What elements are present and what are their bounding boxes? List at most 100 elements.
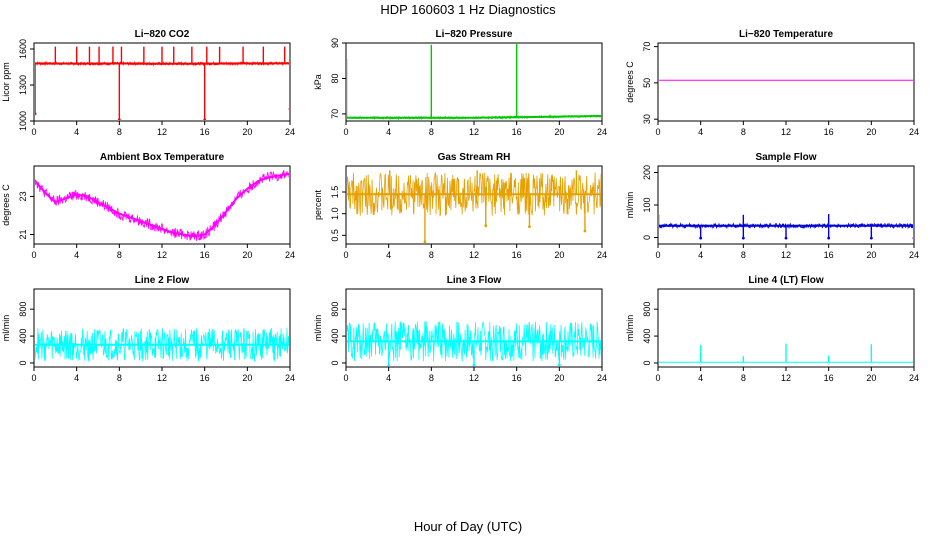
x-tick-label: 8 xyxy=(117,250,122,260)
y-tick-label: 23 xyxy=(18,191,28,201)
x-tick-label: 16 xyxy=(512,373,522,383)
series-noise xyxy=(35,170,289,241)
x-tick-label: 0 xyxy=(343,127,348,137)
y-tick-label: 80 xyxy=(330,73,340,83)
series-dip-point xyxy=(912,237,913,240)
x-tick-label: 8 xyxy=(741,127,746,137)
y-axis-label: ml/min xyxy=(313,315,323,342)
x-tick-label: 16 xyxy=(200,250,210,260)
series-line xyxy=(347,115,601,119)
y-tick-label: 800 xyxy=(642,302,652,317)
x-tick-label: 4 xyxy=(74,127,79,137)
panel-4: Gas Stream RH percent 0 4 8 12 16 20 24 0.5 1.0 1.5 xyxy=(313,152,607,260)
y-tick-label: 1000 xyxy=(18,111,28,131)
y-axis-label: kPa xyxy=(313,74,323,90)
panel-6: Line 2 Flow ml/min 0 4 8 12 16 20 24 0 400 800 xyxy=(1,275,295,383)
figure-xlabel: Hour of Day (UTC) xyxy=(414,519,522,534)
y-tick-label: 0 xyxy=(330,360,340,365)
series-dip-point xyxy=(869,236,873,240)
x-tick-label: 0 xyxy=(655,127,660,137)
y-axis-label: ml/min xyxy=(625,315,635,342)
x-tick-label: 4 xyxy=(698,250,703,260)
x-tick-label: 24 xyxy=(909,250,919,260)
x-tick-label: 20 xyxy=(866,250,876,260)
x-tick-label: 20 xyxy=(554,373,564,383)
y-tick-label: 200 xyxy=(642,165,652,180)
plot-frame xyxy=(33,165,291,245)
panel-0: Li−820 CO2 Licor ppm 0 4 8 12 16 20 24 1000 1300 16… xyxy=(1,29,295,137)
x-tick-label: 16 xyxy=(824,250,834,260)
y-tick-label: 800 xyxy=(18,302,28,317)
x-tick-label: 20 xyxy=(242,250,252,260)
x-tick-label: 20 xyxy=(242,373,252,383)
plot-frame xyxy=(345,42,603,122)
y-axis-label: degrees C xyxy=(1,184,11,226)
data-series xyxy=(347,44,601,120)
data-series xyxy=(347,321,601,366)
y-tick-label: 0 xyxy=(642,360,652,365)
panel-2: Li−820 Temperature degrees C 0 4 8 12 16 20 24 30… xyxy=(625,29,919,137)
x-tick-label: 24 xyxy=(285,250,295,260)
series-line xyxy=(35,172,289,238)
panel-1: Li−820 Pressure kPa 0 4 8 12 16 20 24 70 80 90 xyxy=(313,29,607,137)
y-axis-label: Licor ppm xyxy=(1,62,11,102)
data-series xyxy=(35,327,289,362)
series-dip-point xyxy=(117,118,121,120)
y-axis-label: ml/min xyxy=(625,192,635,219)
panel-8: Line 4 (LT) Flow ml/min 0 4 8 12 16 20 24 0 400 800 xyxy=(625,275,919,383)
x-tick-label: 20 xyxy=(554,127,564,137)
x-tick-label: 8 xyxy=(429,373,434,383)
series-dip-point xyxy=(528,225,531,229)
x-tick-label: 16 xyxy=(512,127,522,137)
x-tick-label: 12 xyxy=(157,373,167,383)
x-tick-label: 24 xyxy=(909,373,919,383)
y-tick-label: 1.0 xyxy=(330,207,340,220)
x-tick-label: 12 xyxy=(469,127,479,137)
y-axis-label: degrees C xyxy=(625,61,635,103)
x-tick-label: 8 xyxy=(429,250,434,260)
x-tick-label: 12 xyxy=(157,250,167,260)
plot-frame xyxy=(657,42,915,122)
series-dip-point xyxy=(387,364,391,366)
x-tick-label: 20 xyxy=(242,127,252,137)
x-tick-label: 24 xyxy=(597,250,607,260)
series-dip-point xyxy=(583,229,587,233)
x-tick-label: 12 xyxy=(469,250,479,260)
data-series xyxy=(347,170,601,243)
x-tick-label: 4 xyxy=(698,127,703,137)
x-tick-label: 0 xyxy=(343,250,348,260)
y-tick-label: 70 xyxy=(642,42,652,52)
series-dip-point xyxy=(472,363,476,366)
y-tick-label: 50 xyxy=(642,78,652,88)
x-tick-label: 20 xyxy=(866,373,876,383)
series-noise xyxy=(35,327,289,362)
y-tick-label: 400 xyxy=(330,329,340,344)
data-series xyxy=(659,343,913,363)
y-axis-label: percent xyxy=(313,189,323,220)
x-tick-label: 16 xyxy=(200,373,210,383)
x-tick-label: 0 xyxy=(31,373,36,383)
y-tick-label: 90 xyxy=(330,38,340,48)
x-tick-label: 4 xyxy=(698,373,703,383)
series-dip-point xyxy=(784,236,788,240)
x-tick-label: 20 xyxy=(554,250,564,260)
y-tick-label: 0 xyxy=(18,360,28,365)
panel-title: Li−820 Temperature xyxy=(739,29,833,40)
x-tick-label: 16 xyxy=(824,373,834,383)
panel-title: Li−820 Pressure xyxy=(436,29,513,40)
y-tick-label: 30 xyxy=(642,114,652,124)
panel-title: Line 4 (LT) Flow xyxy=(748,275,824,286)
x-tick-label: 8 xyxy=(117,127,122,137)
x-tick-label: 0 xyxy=(655,250,660,260)
series-dip-point xyxy=(827,236,831,240)
series-dip-point xyxy=(699,236,703,240)
y-tick-label: 70 xyxy=(330,109,340,119)
x-tick-label: 16 xyxy=(200,127,210,137)
x-tick-label: 0 xyxy=(655,373,660,383)
y-tick-label: 400 xyxy=(642,329,652,344)
y-tick-label: 1300 xyxy=(18,75,28,95)
figure-title: HDP 160603 1 Hz Diagnostics xyxy=(380,2,556,17)
x-tick-label: 8 xyxy=(741,373,746,383)
x-tick-label: 12 xyxy=(781,127,791,137)
